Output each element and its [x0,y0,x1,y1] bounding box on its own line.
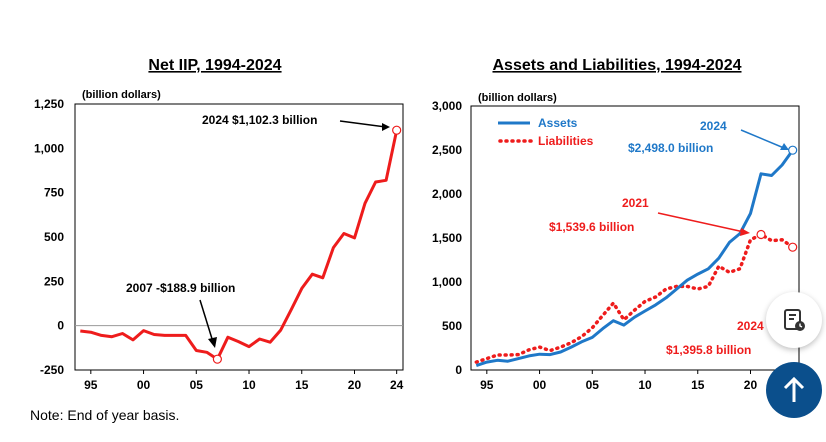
document-clock-button[interactable] [766,292,822,348]
assets-liabilities-x-tick-label: 15 [691,378,705,392]
legend-assets-label: Assets [538,116,578,130]
assets-series-line [475,149,794,368]
net-iip-x-tick-label: 00 [137,378,151,392]
net-iip-chart: Net IIP, 1994-2024 (billion dollars) 1,2… [34,57,404,392]
net-iip-annotation-2024: 2024 $1,102.3 billion [202,113,317,127]
net-iip-x-tick-label: 95 [84,378,98,392]
assets-liabilities-x-tick-label: 20 [744,378,758,392]
footnote: Note: End of year basis. [30,407,180,423]
assets-annotation-arrowhead [780,143,789,150]
net-iip-x-tick-label: 15 [295,378,309,392]
net-iip-y-tick-label: 250 [44,274,64,288]
assets-liabilities-title: Assets and Liabilities, 1994-2024 [492,57,741,74]
assets-liabilities-y-axis: 3,000 2,500 2,000 1,500 1,000 500 0 [432,99,462,377]
liabilities-2021-annotation-year: 2021 [622,196,649,210]
assets-liabilities-y-tick-label: 1,500 [432,231,462,245]
assets-liabilities-legend: Assets Liabilities [498,116,594,148]
legend-liabilities-label: Liabilities [538,134,594,148]
net-iip-y-tick-label: 0 [57,319,64,333]
liabilities-series-line [474,232,795,364]
net-iip-annotation-2007: 2007 -$188.9 billion [126,281,235,295]
assets-liabilities-chart: Assets and Liabilities, 1994-2024 (billi… [432,57,800,392]
assets-liabilities-x-tick-label: 00 [533,378,547,392]
assets-annotation-year: 2024 [700,119,727,133]
assets-liabilities-x-axis: 95 00 05 10 15 20 [480,370,757,392]
assets-liabilities-y-tick-label: 500 [442,319,462,333]
net-iip-y-tick-label: 1,250 [34,97,64,111]
liabilities-2021-annotation-arrow [657,212,745,233]
net-iip-title: Net IIP, 1994-2024 [148,57,281,74]
net-iip-plot-frame [74,103,404,371]
net-iip-y-tick-label: 1,000 [34,141,64,155]
net-iip-series-line [80,129,399,361]
net-iip-y-axis: 1,250 1,000 750 500 250 0 -250 [34,97,64,377]
document-clock-icon [784,309,805,331]
net-iip-2024-marker [392,125,402,135]
net-iip-annotation-2024-arrow [339,120,387,128]
assets-liabilities-plot-frame [470,105,800,371]
liabilities-2021-annotation-value: $1,539.6 billion [549,220,634,234]
assets-liabilities-x-tick-label: 10 [638,378,652,392]
assets-liabilities-y-tick-label: 2,000 [432,187,462,201]
liabilities-2024-annotation-value: $1,395.8 billion [666,343,751,357]
net-iip-annotation-2007-arrow [199,299,214,343]
assets-liabilities-x-tick-label: 95 [480,378,494,392]
scroll-to-top-button[interactable] [766,362,822,418]
assets-liabilities-unit-label: (billion dollars) [478,92,557,104]
net-iip-x-tick-label: 24 [390,378,404,392]
liabilities-2024-annotation-year: 2024 [737,319,764,333]
net-iip-y-tick-label: 500 [44,230,64,244]
liabilities-2024-marker [788,242,798,252]
net-iip-x-tick-label: 05 [190,378,204,392]
arrow-up-icon [783,376,805,402]
net-iip-y-tick-label: 750 [44,186,64,200]
assets-annotation-value: $2,498.0 billion [628,141,713,155]
net-iip-y-tick-label: -250 [40,363,64,377]
assets-liabilities-y-tick-label: 3,000 [432,99,462,113]
net-iip-annotation-2007-arrowhead [208,337,217,348]
net-iip-unit-label: (billion dollars) [82,89,161,101]
liabilities-2021-marker [756,229,766,240]
liabilities-2021-annotation-arrowhead [740,228,750,236]
assets-2024-marker [788,145,798,155]
assets-liabilities-x-tick-label: 05 [586,378,600,392]
net-iip-x-axis: 95 00 05 10 15 20 24 [84,370,404,392]
assets-liabilities-y-tick-label: 0 [455,363,462,377]
net-iip-2007-marker [212,354,222,364]
net-iip-x-tick-label: 20 [348,378,362,392]
assets-liabilities-y-tick-label: 1,000 [432,275,462,289]
net-iip-annotation-2024-arrowhead [382,123,390,131]
assets-liabilities-y-tick-label: 2,500 [432,143,462,157]
net-iip-x-tick-label: 10 [242,378,256,392]
assets-annotation-arrow [740,129,785,149]
